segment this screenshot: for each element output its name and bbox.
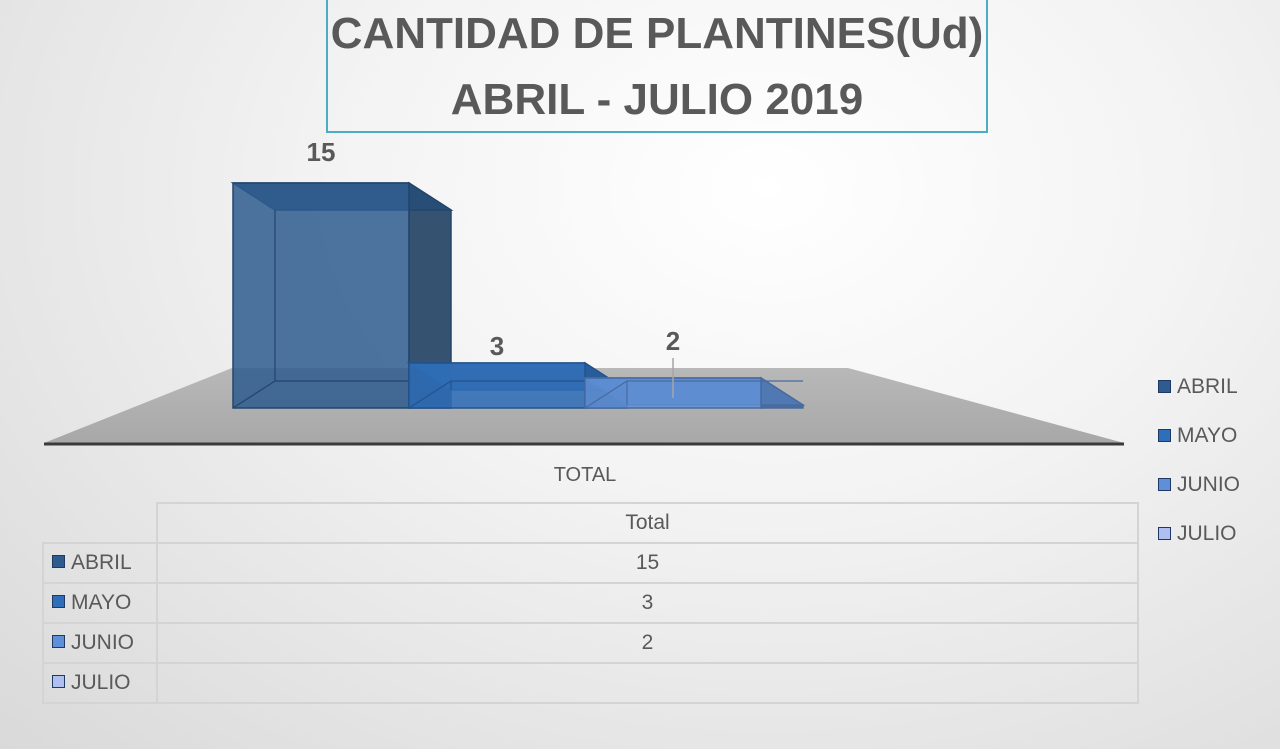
x-category-label: TOTAL — [553, 464, 617, 486]
bar-depth-lines-abril — [232, 210, 451, 409]
table-row: MAYO 3 — [42, 582, 1139, 624]
legend-item-junio: JUNIO — [1158, 460, 1240, 509]
data-table-value-julio — [156, 662, 1139, 704]
chart-subtitle: ABRIL - JULIO 2019 — [450, 75, 864, 124]
data-label-abril: 15 — [307, 137, 336, 167]
table-swatch-mayo — [52, 595, 65, 609]
legend-label-abril: ABRIL — [1177, 374, 1238, 398]
data-table-value-abril: 15 — [156, 542, 1139, 584]
legend-label-julio: JULIO — [1177, 521, 1237, 545]
data-label-junio: 2 — [666, 326, 680, 356]
data-table-row-label: MAYO — [42, 582, 158, 624]
data-label-mayo: 3 — [490, 331, 504, 361]
data-table-value-mayo: 3 — [156, 582, 1139, 624]
data-table-row-label: JUNIO — [42, 622, 158, 664]
data-table-value-junio: 2 — [156, 622, 1139, 664]
legend: ABRIL MAYO JUNIO JULIO — [1158, 362, 1240, 558]
legend-item-abril: ABRIL — [1158, 362, 1240, 411]
legend-label-mayo: MAYO — [1177, 423, 1238, 447]
table-swatch-junio — [52, 635, 65, 649]
bar-front-abril — [232, 182, 410, 409]
data-table-corner — [43, 503, 157, 543]
table-label-mayo: MAYO — [71, 591, 132, 614]
legend-swatch-mayo — [1158, 429, 1171, 442]
table-swatch-abril — [52, 555, 65, 569]
data-table-header-row: Total — [43, 502, 1139, 544]
table-label-julio: JULIO — [71, 671, 131, 694]
bar-abril — [230, 181, 454, 409]
legend-swatch-abril — [1158, 380, 1171, 393]
legend-label-junio: JUNIO — [1177, 472, 1240, 496]
bar-front-mayo — [408, 362, 586, 409]
bar-depth-lines-mayo — [408, 380, 627, 409]
legend-swatch-junio — [1158, 478, 1171, 491]
data-table: Total ABRIL 15 MAYO 3 JUNIO 2 JULIO — [42, 502, 1139, 704]
data-table-row-label: ABRIL — [42, 542, 158, 584]
legend-item-julio: JULIO — [1158, 509, 1240, 558]
chart-title: CANTIDAD DE PLANTINES(Ud) — [330, 9, 984, 58]
chart-title-box: CANTIDAD DE PLANTINES(Ud) ABRIL - JULIO … — [326, 0, 988, 133]
table-label-abril: ABRIL — [71, 551, 132, 574]
data-table-header: Total — [156, 502, 1139, 544]
data-table-row-label: JULIO — [42, 662, 158, 704]
bar-depth-lines-junio — [584, 380, 803, 409]
table-swatch-julio — [52, 675, 65, 689]
legend-swatch-julio — [1158, 527, 1171, 540]
table-label-junio: JUNIO — [71, 631, 134, 654]
table-row: ABRIL 15 — [42, 542, 1139, 584]
table-row: JULIO — [42, 662, 1139, 704]
table-row: JUNIO 2 — [42, 622, 1139, 664]
legend-item-mayo: MAYO — [1158, 411, 1240, 460]
